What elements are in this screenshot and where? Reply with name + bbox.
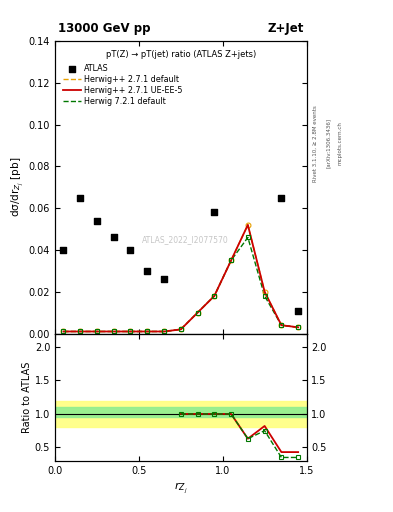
Herwig 7.2.1 default [212, 293, 217, 299]
Y-axis label: Ratio to ATLAS: Ratio to ATLAS [22, 361, 32, 433]
Herwig++ 2.7.1 default [229, 258, 233, 264]
Herwig 7.2.1 default [178, 326, 183, 332]
ATLAS [295, 307, 301, 315]
ATLAS [144, 267, 151, 275]
Herwig++ 2.7.1 UE-EE-5 [78, 328, 83, 334]
Herwig++ 2.7.1 default [111, 328, 116, 334]
Text: 13000 GeV pp: 13000 GeV pp [57, 22, 150, 35]
Herwig 7.2.1 default [195, 310, 200, 316]
Legend: ATLAS, Herwig++ 2.7.1 default, Herwig++ 2.7.1 UE-EE-5, Herwig 7.2.1 default: ATLAS, Herwig++ 2.7.1 default, Herwig++ … [62, 62, 184, 108]
Herwig 7.2.1 default [78, 328, 83, 334]
ATLAS [77, 194, 83, 202]
Text: mcplots.cern.ch: mcplots.cern.ch [338, 121, 343, 165]
ATLAS [110, 233, 117, 242]
Text: ATLAS_2022_I2077570: ATLAS_2022_I2077570 [142, 236, 229, 244]
Text: [arXiv:1306.3436]: [arXiv:1306.3436] [326, 118, 331, 168]
Herwig++ 2.7.1 UE-EE-5 [61, 328, 66, 334]
Herwig++ 2.7.1 UE-EE-5 [279, 322, 284, 328]
Herwig++ 2.7.1 default [246, 222, 250, 228]
ATLAS [94, 217, 100, 225]
ATLAS [211, 208, 217, 217]
Text: pT(Z) → pT(jet) ratio (ATLAS Z+jets): pT(Z) → pT(jet) ratio (ATLAS Z+jets) [106, 50, 256, 59]
Herwig++ 2.7.1 default [128, 328, 133, 334]
Herwig 7.2.1 default [95, 328, 99, 334]
Herwig 7.2.1 default [111, 328, 116, 334]
Herwig++ 2.7.1 UE-EE-5 [296, 324, 301, 330]
Herwig 7.2.1 default [128, 328, 133, 334]
ATLAS [161, 275, 167, 283]
Herwig++ 2.7.1 default [78, 328, 83, 334]
Herwig 7.2.1 default [262, 293, 267, 299]
Line: Herwig 7.2.1 default: Herwig 7.2.1 default [63, 238, 298, 331]
Line: Herwig++ 2.7.1 default: Herwig++ 2.7.1 default [63, 225, 298, 331]
Herwig++ 2.7.1 default [296, 324, 301, 330]
Herwig 7.2.1 default [246, 234, 250, 241]
Herwig++ 2.7.1 default [178, 326, 183, 332]
Herwig 7.2.1 default [162, 328, 166, 334]
Herwig++ 2.7.1 UE-EE-5 [178, 326, 183, 332]
Herwig++ 2.7.1 UE-EE-5 [195, 310, 200, 316]
ATLAS [127, 246, 134, 254]
Text: Rivet 3.1.10, ≥ 2.8M events: Rivet 3.1.10, ≥ 2.8M events [312, 105, 318, 182]
Herwig++ 2.7.1 UE-EE-5 [95, 328, 99, 334]
Herwig 7.2.1 default [145, 328, 150, 334]
Herwig++ 2.7.1 UE-EE-5 [145, 328, 150, 334]
Herwig++ 2.7.1 UE-EE-5 [128, 328, 133, 334]
Herwig 7.2.1 default [229, 258, 233, 264]
Herwig++ 2.7.1 default [61, 328, 66, 334]
Herwig++ 2.7.1 UE-EE-5 [111, 328, 116, 334]
Herwig++ 2.7.1 UE-EE-5 [246, 222, 250, 228]
Herwig++ 2.7.1 default [95, 328, 99, 334]
Herwig++ 2.7.1 default [262, 289, 267, 295]
Herwig++ 2.7.1 UE-EE-5 [162, 328, 166, 334]
ATLAS [60, 246, 66, 254]
Herwig++ 2.7.1 default [279, 322, 284, 328]
Y-axis label: dσ/dr$_{Z_j}$ [pb]: dσ/dr$_{Z_j}$ [pb] [10, 157, 26, 218]
ATLAS [278, 194, 285, 202]
Herwig++ 2.7.1 UE-EE-5 [262, 289, 267, 295]
Herwig++ 2.7.1 default [212, 293, 217, 299]
Herwig++ 2.7.1 UE-EE-5 [229, 258, 233, 264]
Text: Z+Jet: Z+Jet [268, 22, 304, 35]
Herwig 7.2.1 default [296, 324, 301, 330]
X-axis label: r$_{Z_j}$: r$_{Z_j}$ [174, 481, 187, 496]
Herwig 7.2.1 default [61, 328, 66, 334]
Herwig++ 2.7.1 default [195, 310, 200, 316]
Herwig++ 2.7.1 default [145, 328, 150, 334]
Herwig 7.2.1 default [279, 322, 284, 328]
Line: Herwig++ 2.7.1 UE-EE-5: Herwig++ 2.7.1 UE-EE-5 [63, 225, 298, 331]
Herwig++ 2.7.1 UE-EE-5 [212, 293, 217, 299]
Herwig++ 2.7.1 default [162, 328, 166, 334]
